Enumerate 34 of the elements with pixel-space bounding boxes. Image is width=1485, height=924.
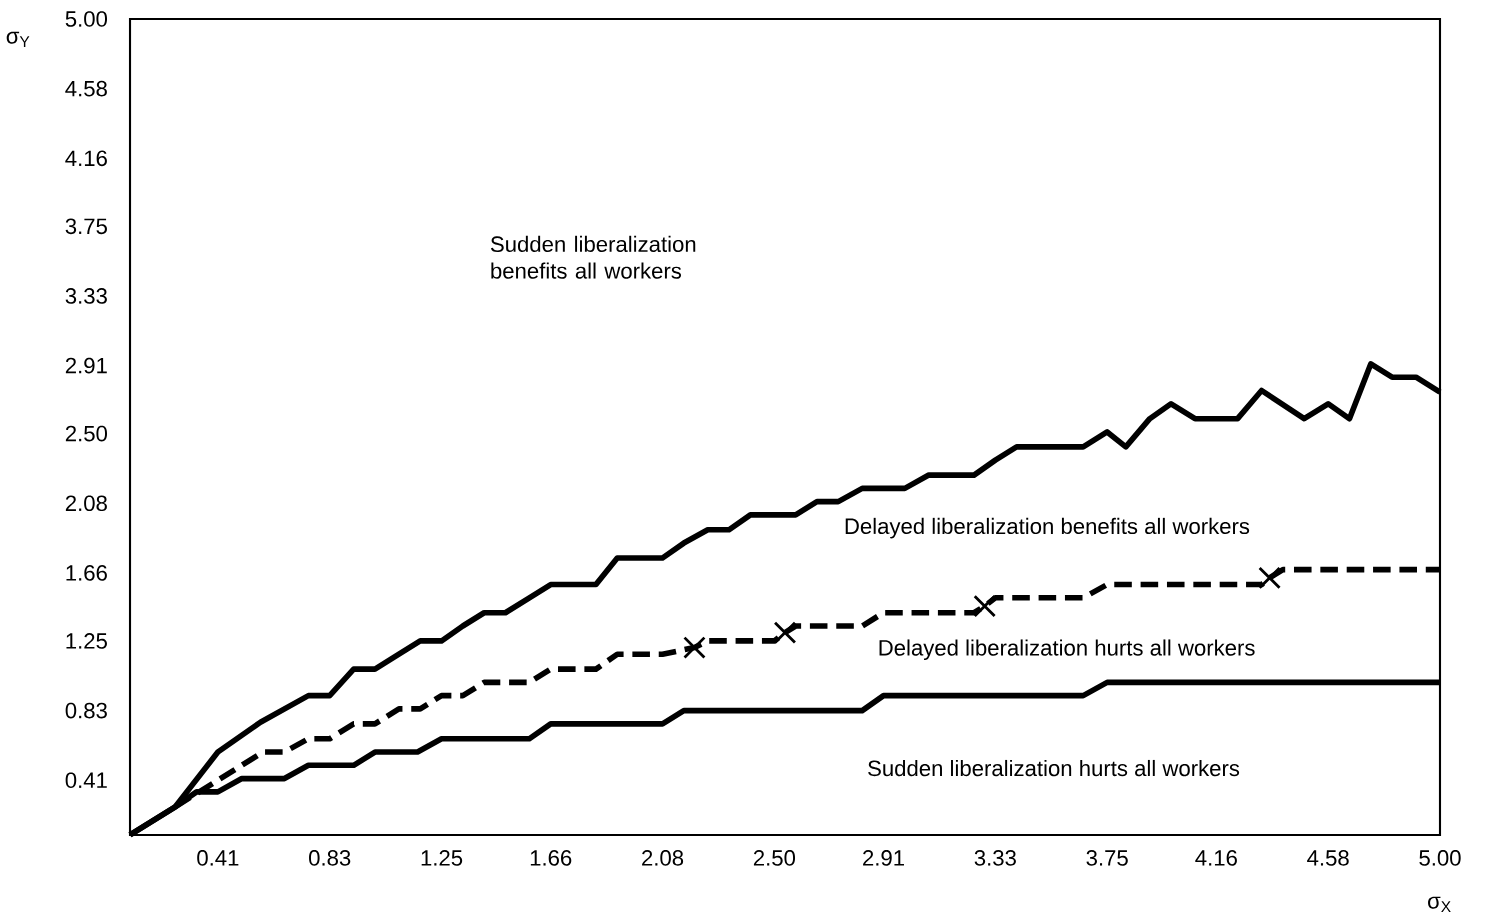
annotation: Delayed liberalization hurts all workers [879,639,1255,661]
x-tick-label: 0.83 [309,850,351,866]
y-tick-label: 1.25 [66,633,107,649]
y-tick-label: 3.75 [65,218,107,235]
point [1258,566,1281,590]
annotation: Sudden liberalization hurts all workers [868,759,1240,777]
point [973,594,997,618]
y-tick-label: 2.50 [65,425,108,442]
y-tick-label: 0.41 [65,772,107,789]
y-tick-label: 0.83 [65,702,107,719]
x-tick-label: 4.58 [1307,850,1349,866]
y-tick-label: 4.16 [65,150,107,167]
x-tick-label: 2.08 [642,850,684,866]
y-tick-label: 4.58 [65,80,107,97]
y-tick-label: 5.00 [65,11,108,27]
x-tick-label: 0.41 [197,850,239,866]
annotation: Sudden liberalization benefits all workers [490,235,696,279]
point [773,621,797,644]
y-tick-label: 1.66 [66,565,107,581]
point [683,636,706,659]
x-tick-label: 5.00 [1419,850,1461,866]
x-tick-label: 1.25 [421,850,463,866]
x-axis-title: σ$_{X}$ [1428,896,1451,912]
x-tick-label: 1.66 [530,850,572,866]
x-tick-label: 4.16 [1195,850,1237,866]
x-tick-label: 2.50 [753,850,796,866]
y-tick-label: 2.08 [65,495,107,512]
x-tick-label: 3.75 [1086,850,1128,866]
y-tick-label: 2.91 [65,357,107,374]
y-axis-title: σ$_{Y}$ [6,31,30,48]
y-tick-label: 3.33 [65,288,107,304]
x-tick-label: 3.33 [974,850,1016,866]
annotation: Delayed liberalization benefits all workers [845,517,1250,539]
x-tick-label: 2.91 [863,850,904,866]
